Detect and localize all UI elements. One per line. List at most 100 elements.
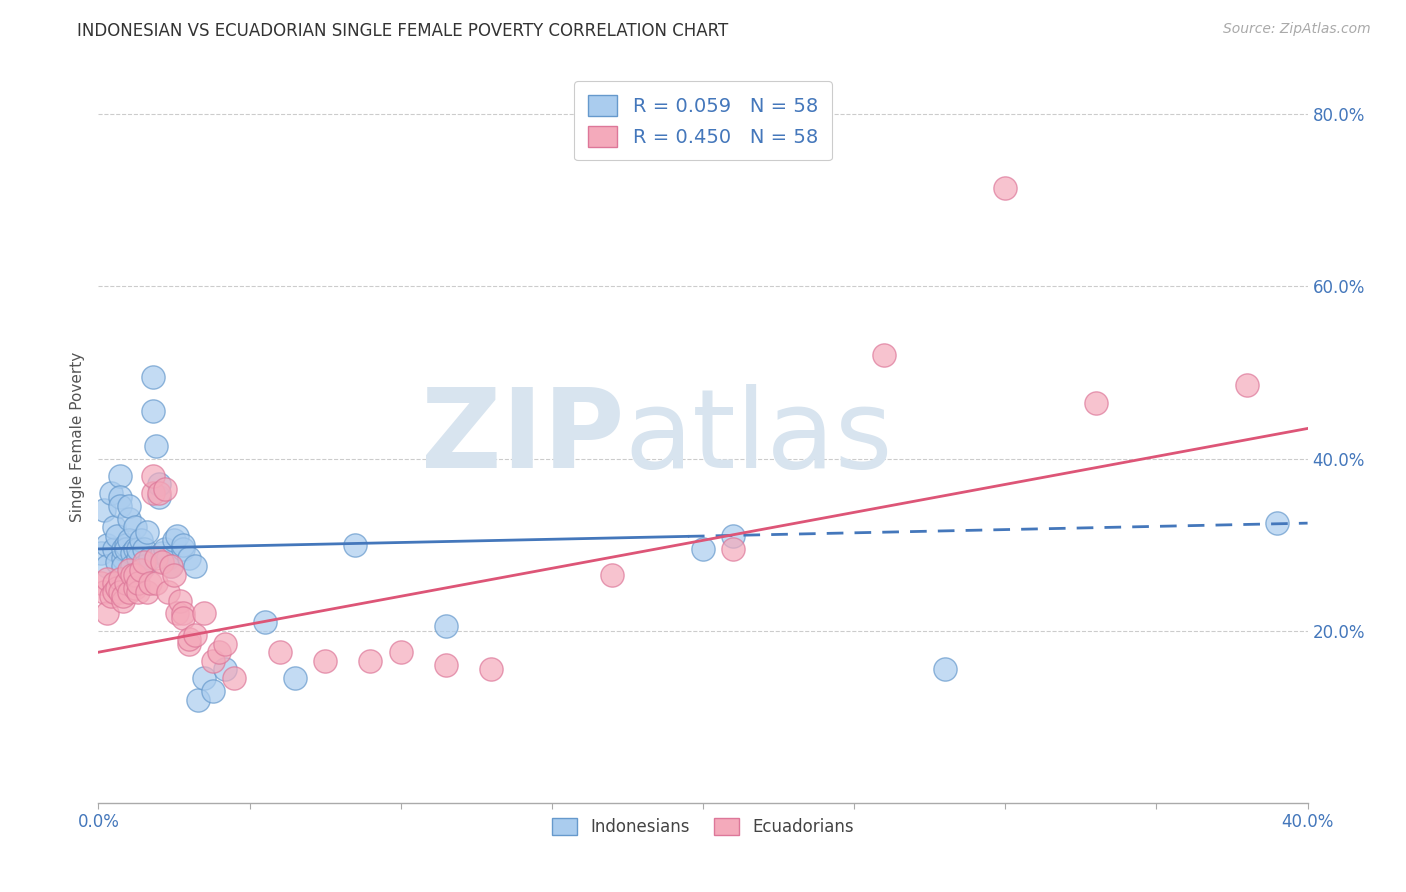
Point	[100, 486, 122, 500]
Point	[1085, 395, 1108, 409]
Text: INDONESIAN VS ECUADORIAN SINGLE FEMALE POVERTY CORRELATION CHART: INDONESIAN VS ECUADORIAN SINGLE FEMALE P…	[77, 22, 728, 40]
Point	[481, 662, 503, 676]
Point	[253, 615, 276, 629]
Point	[163, 533, 186, 548]
Point	[124, 567, 146, 582]
Point	[118, 512, 141, 526]
Point	[172, 607, 194, 621]
Point	[129, 564, 152, 578]
Point	[96, 559, 118, 574]
Point	[994, 180, 1017, 194]
Point	[121, 559, 143, 574]
Point	[723, 541, 745, 556]
Point	[723, 529, 745, 543]
Point	[135, 585, 157, 599]
Point	[150, 555, 173, 569]
Point	[96, 572, 118, 586]
Text: ZIP: ZIP	[420, 384, 624, 491]
Point	[148, 477, 170, 491]
Point	[160, 559, 183, 574]
Point	[1236, 378, 1258, 392]
Point	[108, 468, 131, 483]
Point	[389, 645, 412, 659]
Point	[127, 550, 149, 565]
Point	[184, 559, 207, 574]
Point	[153, 482, 176, 496]
Point	[111, 541, 134, 556]
Point	[873, 348, 896, 362]
Point	[187, 692, 209, 706]
Point	[434, 619, 457, 633]
Point	[93, 585, 115, 599]
Point	[179, 637, 201, 651]
Point	[145, 439, 167, 453]
Point	[150, 546, 173, 560]
Text: atlas: atlas	[624, 384, 893, 491]
Point	[105, 529, 128, 543]
Point	[169, 593, 191, 607]
Point	[184, 628, 207, 642]
Point	[214, 662, 236, 676]
Point	[148, 486, 170, 500]
Point	[344, 538, 367, 552]
Point	[160, 559, 183, 574]
Point	[121, 546, 143, 560]
Point	[692, 541, 714, 556]
Point	[114, 541, 136, 556]
Point	[434, 658, 457, 673]
Point	[96, 538, 118, 552]
Point	[132, 559, 155, 574]
Point	[179, 550, 201, 565]
Point	[103, 585, 125, 599]
Point	[934, 662, 956, 676]
Point	[114, 576, 136, 591]
Legend: Indonesians, Ecuadorians: Indonesians, Ecuadorians	[541, 807, 865, 846]
Point	[127, 585, 149, 599]
Point	[166, 607, 188, 621]
Point	[145, 576, 167, 591]
Point	[124, 581, 146, 595]
Point	[132, 555, 155, 569]
Point	[93, 503, 115, 517]
Point	[172, 541, 194, 556]
Y-axis label: Single Female Poverty: Single Female Poverty	[69, 352, 84, 522]
Point	[100, 589, 122, 603]
Point	[153, 541, 176, 556]
Point	[139, 576, 162, 591]
Point	[360, 654, 382, 668]
Point	[118, 585, 141, 599]
Point	[148, 491, 170, 505]
Point	[208, 645, 231, 659]
Point	[124, 541, 146, 556]
Point	[163, 567, 186, 582]
Point	[118, 564, 141, 578]
Text: Source: ZipAtlas.com: Source: ZipAtlas.com	[1223, 22, 1371, 37]
Point	[127, 576, 149, 591]
Point	[108, 491, 131, 505]
Point	[156, 585, 179, 599]
Point	[111, 589, 134, 603]
Point	[142, 468, 165, 483]
Point	[132, 541, 155, 556]
Point	[142, 404, 165, 418]
Point	[108, 572, 131, 586]
Point	[214, 637, 236, 651]
Point	[139, 550, 162, 565]
Point	[127, 541, 149, 556]
Point	[90, 576, 112, 591]
Point	[135, 524, 157, 539]
Point	[111, 559, 134, 574]
Point	[269, 645, 291, 659]
Point	[108, 585, 131, 599]
Point	[202, 684, 225, 698]
Point	[114, 538, 136, 552]
Point	[314, 654, 336, 668]
Point	[156, 550, 179, 565]
Point	[96, 607, 118, 621]
Point	[224, 671, 246, 685]
Point	[145, 550, 167, 565]
Point	[193, 671, 215, 685]
Point	[124, 520, 146, 534]
Point	[103, 576, 125, 591]
Point	[103, 520, 125, 534]
